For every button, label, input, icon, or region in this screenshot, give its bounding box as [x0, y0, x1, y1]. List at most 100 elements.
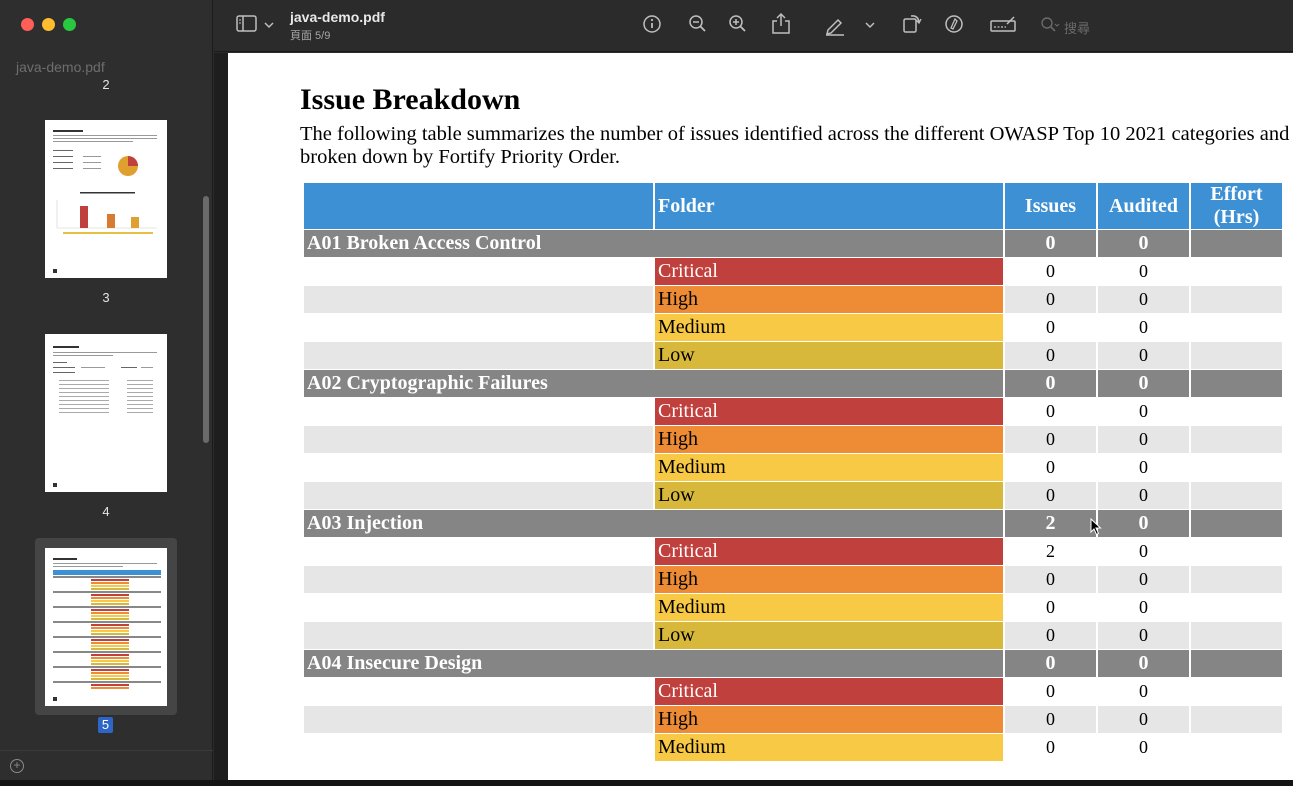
highlight-icon[interactable] [824, 14, 846, 36]
blank-cell [304, 286, 653, 313]
info-icon[interactable] [642, 14, 662, 34]
issues-cell: 0 [1005, 454, 1096, 481]
effort-cell [1191, 706, 1282, 733]
folder-cell: Medium [655, 594, 1003, 621]
issues-cell: 0 [1005, 734, 1096, 761]
category-audited: 0 [1098, 370, 1189, 397]
window-controls [21, 18, 76, 31]
blank-cell [304, 342, 653, 369]
blank-cell [304, 454, 653, 481]
folder-cell: High [655, 566, 1003, 593]
table-header-row: Folder Issues Audited Effort (Hrs) [304, 183, 1282, 229]
markup-icon[interactable] [944, 14, 964, 34]
audited-cell: 0 [1098, 678, 1189, 705]
category-issues: 0 [1005, 230, 1096, 257]
blank-cell [304, 734, 653, 761]
audited-cell: 0 [1098, 426, 1189, 453]
chevron-down-icon[interactable] [865, 15, 875, 35]
page-thumbnail-5[interactable] [45, 548, 167, 706]
effort-cell [1191, 258, 1282, 285]
issues-cell: 0 [1005, 594, 1096, 621]
column-header-audited: Audited [1098, 183, 1189, 229]
thumbnail-preview [53, 346, 157, 487]
minimize-window-button[interactable] [42, 18, 55, 31]
effort-cell [1191, 342, 1282, 369]
blank-cell [304, 566, 653, 593]
mouse-cursor [1090, 517, 1102, 541]
blank-cell [304, 538, 653, 565]
zoom-window-button[interactable] [63, 18, 76, 31]
category-issues: 0 [1005, 650, 1096, 677]
folder-row: Medium 0 0 [304, 454, 1282, 481]
zoom-out-icon[interactable] [688, 14, 708, 34]
form-fill-icon[interactable] [990, 14, 1016, 34]
category-name: A03 Injection [304, 510, 1003, 537]
issue-breakdown-table: Folder Issues Audited Effort (Hrs) A01 B… [302, 182, 1284, 762]
folder-row: Critical 2 0 [304, 538, 1282, 565]
pdf-page: Issue Breakdown The following table summ… [228, 53, 1293, 780]
issues-cell: 0 [1005, 482, 1096, 509]
effort-cell [1191, 482, 1282, 509]
category-effort [1191, 650, 1282, 677]
search-placeholder: 搜尋 [1064, 21, 1091, 36]
folder-row: High 0 0 [304, 286, 1282, 313]
folder-cell: High [655, 426, 1003, 453]
search-icon [1040, 15, 1060, 38]
folder-row: Low 0 0 [304, 342, 1282, 369]
folder-row: Medium 0 0 [304, 594, 1282, 621]
effort-cell [1191, 622, 1282, 649]
blank-cell [304, 678, 653, 705]
folder-cell: Critical [655, 538, 1003, 565]
selected-page-number: 5 [98, 717, 113, 733]
audited-cell: 0 [1098, 734, 1189, 761]
add-page-icon[interactable]: + [10, 759, 24, 773]
folder-row: Critical 0 0 [304, 678, 1282, 705]
folder-row: Medium 0 0 [304, 314, 1282, 341]
category-audited: 0 [1098, 510, 1189, 537]
folder-cell: High [655, 706, 1003, 733]
category-row: A03 Injection 2 0 [304, 510, 1282, 537]
intro-paragraph: The following table summarizes the numbe… [300, 123, 1290, 168]
issues-cell: 2 [1005, 538, 1096, 565]
folder-cell: Low [655, 342, 1003, 369]
category-audited: 0 [1098, 650, 1189, 677]
folder-row: High 0 0 [304, 426, 1282, 453]
issues-cell: 0 [1005, 286, 1096, 313]
category-issues: 0 [1005, 370, 1096, 397]
folder-cell: High [655, 286, 1003, 313]
search-field[interactable]: 搜尋 [1040, 15, 1290, 37]
thumbnail-sidebar: java-demo.pdf 2 [0, 0, 213, 780]
category-name: A04 Insecure Design [304, 650, 1003, 677]
share-icon[interactable] [771, 12, 791, 34]
zoom-in-icon[interactable] [728, 14, 748, 34]
close-window-button[interactable] [21, 18, 34, 31]
effort-cell [1191, 734, 1282, 761]
sidebar-toggle-icon[interactable] [236, 14, 258, 34]
page-thumbnail-3[interactable] [45, 120, 167, 278]
folder-row: Medium 0 0 [304, 734, 1282, 761]
column-header-effort: Effort (Hrs) [1191, 183, 1282, 229]
blank-cell [304, 622, 653, 649]
issues-cell: 0 [1005, 258, 1096, 285]
category-row: A01 Broken Access Control 0 0 [304, 230, 1282, 257]
folder-cell: Medium [655, 734, 1003, 761]
document-title: java-demo.pdf [290, 9, 385, 25]
column-header [304, 183, 653, 229]
issues-cell: 0 [1005, 566, 1096, 593]
blank-cell [304, 314, 653, 341]
effort-cell [1191, 538, 1282, 565]
issues-cell: 0 [1005, 314, 1096, 341]
column-header-issues: Issues [1005, 183, 1096, 229]
chevron-down-icon[interactable] [264, 15, 274, 35]
page-thumbnail-4[interactable] [45, 334, 167, 492]
sidebar-document-title: java-demo.pdf [16, 59, 105, 75]
folder-row: High 0 0 [304, 566, 1282, 593]
folder-cell: Critical [655, 398, 1003, 425]
effort-cell [1191, 594, 1282, 621]
issues-cell: 0 [1005, 678, 1096, 705]
effort-cell [1191, 566, 1282, 593]
thumbnail-preview [53, 558, 161, 701]
rotate-icon[interactable] [902, 12, 922, 34]
sidebar-scrollbar[interactable] [203, 196, 209, 443]
